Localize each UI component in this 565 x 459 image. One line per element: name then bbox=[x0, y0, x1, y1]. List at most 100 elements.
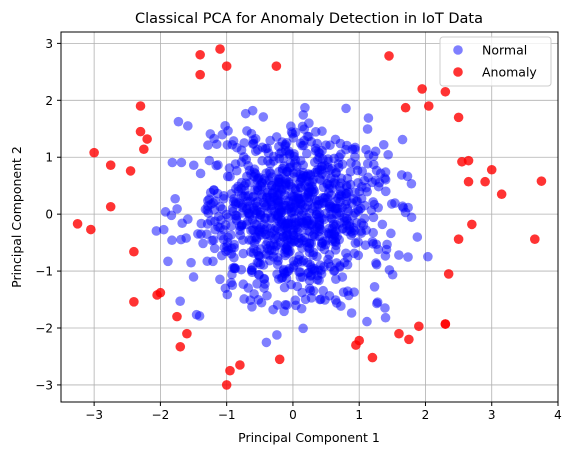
normal-point bbox=[373, 202, 383, 213]
anomaly-point bbox=[467, 219, 477, 230]
x-tick-label: −2 bbox=[152, 408, 170, 422]
normal-point bbox=[336, 301, 346, 311]
normal-point bbox=[183, 214, 193, 224]
normal-point bbox=[403, 252, 413, 262]
anomaly-point bbox=[274, 354, 285, 365]
normal-point bbox=[342, 140, 352, 151]
normal-point bbox=[292, 193, 303, 203]
x-axis-ticks: −3 −2 −1 0 1 2 3 4 bbox=[85, 402, 562, 422]
normal-point bbox=[242, 126, 252, 136]
normal-point bbox=[230, 210, 241, 221]
normal-point bbox=[314, 173, 325, 184]
normal-point bbox=[217, 204, 228, 214]
normal-point bbox=[295, 138, 306, 149]
normal-point bbox=[312, 200, 323, 210]
y-tick-label: 0 bbox=[45, 208, 53, 222]
normal-point bbox=[335, 261, 345, 271]
normal-point bbox=[342, 259, 353, 270]
normal-point bbox=[341, 103, 351, 114]
normal-point bbox=[253, 269, 264, 280]
anomaly-point bbox=[530, 234, 540, 244]
normal-point bbox=[195, 168, 206, 179]
anomaly-point bbox=[221, 61, 232, 71]
normal-point bbox=[163, 256, 173, 267]
normal-point bbox=[350, 144, 360, 155]
normal-point bbox=[271, 132, 282, 142]
normal-point bbox=[268, 156, 279, 166]
normal-point bbox=[196, 229, 206, 239]
normal-point bbox=[183, 121, 193, 131]
normal-point bbox=[325, 165, 335, 175]
normal-point bbox=[306, 136, 317, 147]
normal-point bbox=[397, 134, 408, 145]
anomaly-point bbox=[86, 224, 96, 235]
anomaly-point bbox=[129, 297, 139, 307]
normal-point bbox=[259, 224, 270, 235]
anomaly-point bbox=[394, 328, 404, 339]
normal-point bbox=[272, 330, 282, 340]
anomaly-point bbox=[480, 176, 490, 187]
normal-point bbox=[423, 251, 433, 262]
normal-point bbox=[386, 228, 396, 239]
normal-point bbox=[324, 201, 335, 212]
normal-point bbox=[353, 177, 363, 188]
normal-point bbox=[378, 139, 389, 150]
normal-point bbox=[314, 217, 325, 227]
normal-point bbox=[299, 124, 310, 134]
y-tick-label: −1 bbox=[35, 265, 53, 279]
y-tick-label: 3 bbox=[45, 37, 53, 51]
normal-point bbox=[342, 252, 353, 263]
anomaly-point bbox=[443, 269, 454, 279]
legend-label-normal: Normal bbox=[482, 43, 527, 58]
normal-point bbox=[274, 148, 285, 159]
anomaly-points bbox=[72, 44, 547, 390]
normal-point bbox=[176, 157, 187, 168]
normal-point bbox=[356, 226, 366, 236]
normal-point bbox=[345, 166, 356, 177]
normal-point bbox=[412, 232, 423, 242]
anomaly-point bbox=[384, 51, 394, 61]
y-tick-label: −3 bbox=[35, 378, 53, 392]
normal-point bbox=[308, 247, 319, 258]
normal-point bbox=[298, 160, 309, 170]
normal-point bbox=[223, 126, 233, 136]
normal-point bbox=[222, 171, 233, 182]
normal-point bbox=[209, 185, 219, 195]
normal-point bbox=[151, 226, 162, 236]
normal-point bbox=[338, 287, 349, 298]
anomaly-point bbox=[536, 176, 547, 186]
normal-point bbox=[257, 155, 267, 166]
x-tick-label: −1 bbox=[218, 408, 236, 422]
normal-point bbox=[229, 262, 240, 273]
y-tick-label: 1 bbox=[45, 151, 53, 165]
normal-point bbox=[360, 240, 371, 250]
normal-point bbox=[362, 124, 373, 134]
normal-point bbox=[398, 202, 409, 213]
normal-points bbox=[151, 102, 433, 348]
normal-point bbox=[314, 275, 324, 286]
y-axis-ticks: −3 −2 −1 0 1 2 3 bbox=[35, 37, 61, 392]
normal-point bbox=[346, 308, 357, 318]
y-axis-label: Principal Component 2 bbox=[9, 146, 24, 288]
anomaly-point bbox=[125, 166, 136, 176]
normal-point bbox=[338, 223, 348, 234]
normal-point bbox=[296, 173, 306, 184]
normal-point bbox=[307, 177, 318, 188]
normal-point bbox=[246, 265, 257, 276]
normal-point bbox=[386, 199, 397, 209]
anomaly-point bbox=[172, 311, 182, 322]
normal-point bbox=[371, 259, 382, 270]
normal-point bbox=[317, 126, 327, 137]
normal-point bbox=[304, 267, 314, 278]
anomaly-point bbox=[404, 334, 414, 345]
x-tick-label: 0 bbox=[289, 408, 297, 422]
normal-point bbox=[232, 142, 242, 153]
normal-point bbox=[209, 133, 219, 144]
normal-point bbox=[370, 175, 381, 185]
x-tick-label: 4 bbox=[554, 408, 562, 422]
normal-point bbox=[259, 283, 269, 293]
anomaly-point bbox=[400, 102, 411, 113]
normal-point bbox=[369, 282, 380, 292]
